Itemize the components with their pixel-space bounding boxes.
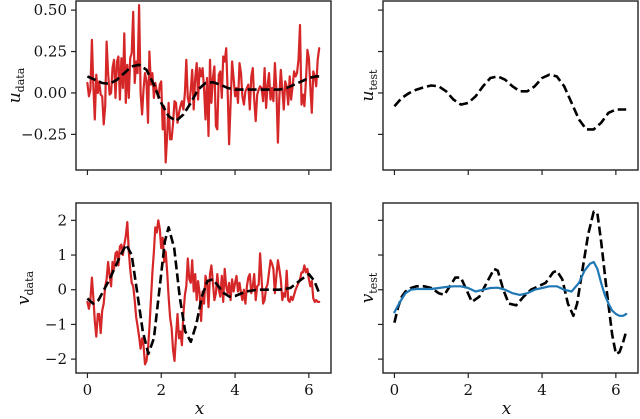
y-tick-label: 0.00 xyxy=(34,84,67,102)
y-tick-label: 0 xyxy=(57,281,67,299)
x-tick-label: 4 xyxy=(537,381,547,399)
panel-u-test: utest xyxy=(358,0,639,175)
x-tick-label: 4 xyxy=(230,381,240,399)
y-tick-label: 0.50 xyxy=(34,1,67,19)
series-v-true xyxy=(86,226,321,356)
x-axis-label: x xyxy=(502,399,512,419)
x-tick-label: 6 xyxy=(304,381,314,399)
x-tick-label: 6 xyxy=(611,381,621,399)
y-tick-label: 0.25 xyxy=(34,43,67,61)
y-axis-label: vtest xyxy=(358,272,380,303)
y-axis-label: udata xyxy=(5,67,27,103)
x-tick-label: 0 xyxy=(390,381,400,399)
y-axis-label: utest xyxy=(358,69,380,102)
y-tick-label: 2 xyxy=(57,211,67,229)
y-axis-label: vdata xyxy=(14,270,36,305)
x-axis-label: x xyxy=(195,399,205,419)
y-tick-label: 1 xyxy=(57,246,67,264)
y-tick-label: −0.25 xyxy=(21,125,67,143)
series-u-data-noisy- xyxy=(86,3,321,164)
axes-frame xyxy=(75,0,332,171)
panel-v-data: 0 2 4 6 2 1 0 −1 −2 vdata x xyxy=(14,202,332,419)
series-v-test-true xyxy=(393,210,628,356)
axes-frame xyxy=(382,202,639,374)
panel-v-test: 0 2 4 6 vtest x xyxy=(358,202,639,419)
y-tick-label: −1 xyxy=(45,315,67,333)
series-u-true xyxy=(86,63,320,123)
panel-u-data: 0.50 0.25 0.00 −0.25 udata xyxy=(5,0,332,175)
series-v-data-noisy- xyxy=(86,219,321,366)
x-tick-label: 0 xyxy=(83,381,93,399)
axes-frame xyxy=(382,0,639,171)
series-u-test-true xyxy=(393,73,627,131)
axes-frame xyxy=(75,202,332,374)
series-v-test-prediction xyxy=(393,260,628,317)
y-tick-label: −2 xyxy=(45,350,67,368)
x-tick-label: 2 xyxy=(156,381,166,399)
x-tick-label: 2 xyxy=(463,381,473,399)
